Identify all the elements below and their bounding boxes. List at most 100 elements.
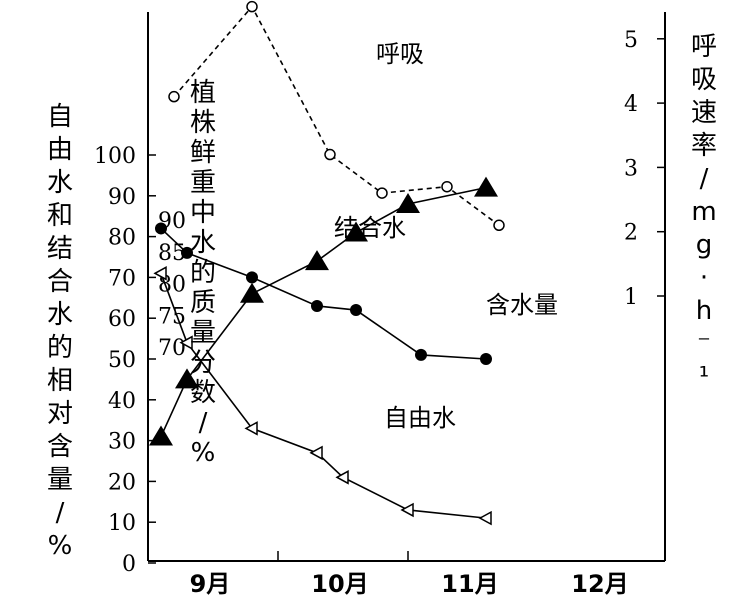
axis-label-char: ⁻ xyxy=(697,329,711,359)
right-tick-label: 5 xyxy=(624,28,638,53)
left-tick-label: 100 xyxy=(94,144,136,169)
left-axis-ticks: 0 10 20 30 40 50 60 70 80 90 100 xyxy=(94,144,156,577)
series-4: 自由水 xyxy=(153,266,492,526)
series-label: 含水量 xyxy=(486,291,558,319)
left-tick-label: 40 xyxy=(108,389,136,414)
data-point xyxy=(244,421,258,436)
axis-label-char: 的 xyxy=(47,333,73,363)
data-point xyxy=(240,282,264,303)
x-tick-label: 10月 xyxy=(311,570,368,598)
data-point xyxy=(415,348,427,361)
axis-label-char: 相 xyxy=(47,366,73,396)
axis-label-char: / xyxy=(56,498,65,528)
axis-label-char: h xyxy=(696,296,712,326)
left-tick-label: 30 xyxy=(108,430,136,455)
axis-label-char: 植 xyxy=(190,78,216,108)
axis-label-char: 自 xyxy=(47,102,73,132)
data-point xyxy=(400,502,414,518)
left-tick-label: 80 xyxy=(108,226,136,251)
series-2: 含水量 xyxy=(155,222,558,365)
axis-label-char: % xyxy=(191,438,216,468)
data-point xyxy=(168,90,180,103)
right-tick-label: 3 xyxy=(624,156,638,181)
x-tick-label: 11月 xyxy=(441,570,498,598)
axis-label-char: 水 xyxy=(47,300,73,330)
left-tick-label: 60 xyxy=(108,307,136,332)
data-point xyxy=(441,180,453,193)
data-point xyxy=(181,246,193,259)
axis-label-char: m xyxy=(691,197,716,227)
right-tick-label: 2 xyxy=(624,221,638,246)
x-tick-label: 12月 xyxy=(571,570,628,598)
axis-label-char: 呼 xyxy=(691,32,717,62)
data-point xyxy=(153,266,167,281)
middle-tick-label: 70 xyxy=(158,336,186,361)
axis-label-char: 分 xyxy=(190,348,216,378)
left-tick-label: 50 xyxy=(108,348,136,373)
left-tick-label: 70 xyxy=(108,266,136,291)
axis-label-char: 数 xyxy=(190,378,216,408)
axis-label-char: ¹ xyxy=(699,362,709,392)
data-point xyxy=(480,353,492,365)
right-axis-ticks: 1 2 3 4 5 xyxy=(624,28,665,310)
data-point xyxy=(324,148,336,161)
data-point xyxy=(335,470,349,485)
axis-label-char: % xyxy=(48,531,73,561)
axis-label-char: 质 xyxy=(190,288,216,318)
axis-label-char: 吸 xyxy=(691,65,717,95)
series-1: 呼吸 xyxy=(168,0,505,232)
axis-label-char: 重 xyxy=(190,168,216,198)
axis-label-char: 含 xyxy=(47,432,73,462)
axis-label-char: 鲜 xyxy=(190,138,216,168)
left-tick-label: 0 xyxy=(122,552,136,577)
x-axis-ticks: 9月 10月 11月 12月 xyxy=(190,551,629,598)
data-point xyxy=(474,176,498,197)
data-point xyxy=(478,510,492,526)
data-point xyxy=(246,0,258,13)
axis-label-char: 的 xyxy=(190,258,216,288)
axis-label-char: 率 xyxy=(691,131,717,161)
right-tick-label: 4 xyxy=(624,92,638,117)
axis-label-char: 和 xyxy=(47,201,73,231)
data-point xyxy=(179,335,193,350)
left-tick-label: 20 xyxy=(108,470,136,495)
axis-label-char: g xyxy=(696,230,713,260)
data-point xyxy=(376,187,388,199)
series-label: 呼吸 xyxy=(376,40,424,68)
data-point xyxy=(155,222,167,235)
data-point xyxy=(396,192,420,213)
axis-label-char: 对 xyxy=(47,399,73,429)
data-point xyxy=(305,250,329,271)
axis-label-char: / xyxy=(700,164,709,194)
axis-label-char: 合 xyxy=(47,267,73,297)
plot-frame xyxy=(147,12,666,562)
left-tick-label: 90 xyxy=(108,185,136,210)
axis-label-char: 量 xyxy=(190,318,216,348)
axis-label-char: 量 xyxy=(47,465,73,495)
axis-label-char: · xyxy=(700,263,708,293)
x-tick-label: 9月 xyxy=(190,570,231,598)
data-point xyxy=(175,368,199,389)
data-point xyxy=(149,425,173,446)
series-label: 结合水 xyxy=(334,214,406,242)
axis-label-char: 中 xyxy=(190,198,216,228)
axis-label-char: 结 xyxy=(47,234,73,264)
series-label: 自由水 xyxy=(384,404,456,432)
axis-label-char: 水 xyxy=(47,168,73,198)
axis-label-char: 速 xyxy=(691,98,717,128)
data-point xyxy=(311,299,323,312)
right-tick-label: 1 xyxy=(624,285,638,310)
axis-label-char: / xyxy=(199,408,208,438)
data-point xyxy=(246,271,258,284)
data-point xyxy=(309,445,323,461)
middle-tick-label: 75 xyxy=(158,304,186,329)
series-3: 结合水 xyxy=(149,176,498,446)
series-line xyxy=(173,5,500,226)
